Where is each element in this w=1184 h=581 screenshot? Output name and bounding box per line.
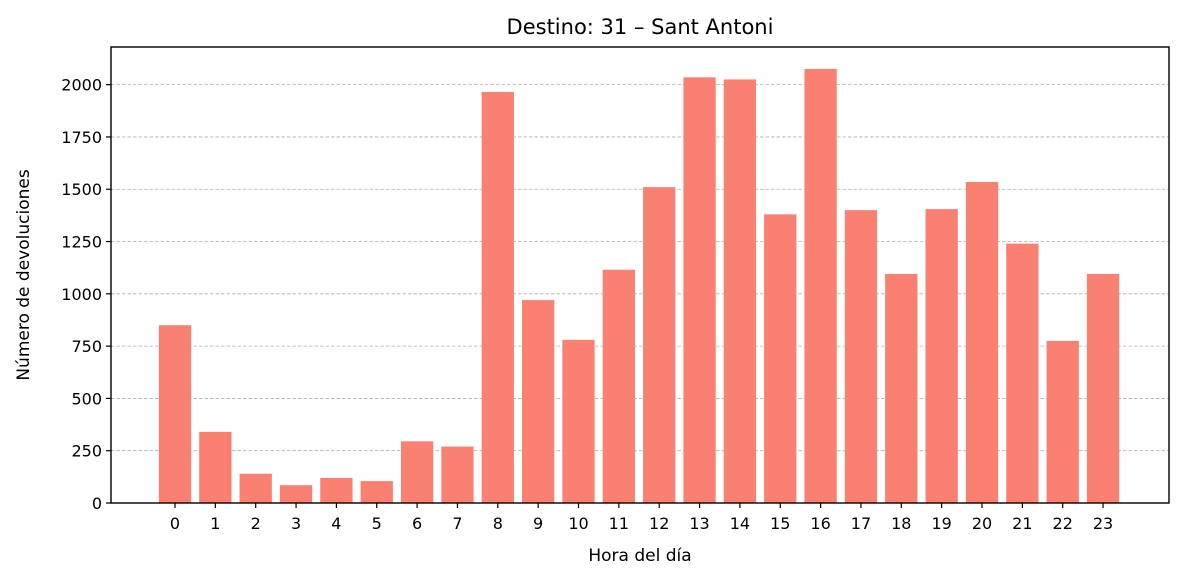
x-tick-label: 16 bbox=[810, 514, 830, 533]
y-axis-label: Número de devoluciones bbox=[14, 169, 34, 380]
y-tick-label: 2000 bbox=[61, 76, 102, 95]
x-tick-label: 19 bbox=[931, 514, 951, 533]
x-tick-label: 0 bbox=[170, 514, 180, 533]
y-tick-label: 1500 bbox=[61, 180, 102, 199]
y-axis-ticks: 0 250 500 750 1000 1250 1500 1750 2000 bbox=[61, 76, 111, 513]
x-tick-label: 18 bbox=[891, 514, 911, 533]
x-tick-label: 17 bbox=[851, 514, 871, 533]
bar-hour-16 bbox=[804, 68, 837, 503]
bar-hour-1 bbox=[199, 431, 232, 503]
x-axis-label: Hora del día bbox=[588, 546, 691, 566]
y-tick-label: 0 bbox=[92, 494, 102, 513]
bar-hour-9 bbox=[522, 300, 555, 503]
bar-hour-17 bbox=[844, 210, 878, 504]
bar-hour-12 bbox=[643, 187, 676, 503]
y-tick-label: 1750 bbox=[61, 128, 102, 147]
bar-hour-23 bbox=[1086, 273, 1120, 503]
bar-hour-21 bbox=[1006, 243, 1039, 504]
bar-hour-2 bbox=[239, 473, 272, 503]
x-tick-label: 3 bbox=[291, 514, 301, 533]
bar-hour-5 bbox=[360, 481, 393, 503]
y-tick-label: 250 bbox=[71, 442, 102, 461]
x-tick-label: 22 bbox=[1053, 514, 1073, 533]
bar-hour-22 bbox=[1046, 340, 1079, 503]
bar-hour-14 bbox=[723, 79, 757, 503]
x-tick-label: 1 bbox=[210, 514, 220, 533]
bar-hour-15 bbox=[764, 214, 797, 503]
bars bbox=[158, 68, 1120, 504]
x-tick-label: 5 bbox=[372, 514, 382, 533]
x-tick-label: 20 bbox=[972, 514, 992, 533]
x-tick-label: 9 bbox=[533, 514, 543, 533]
bar-hour-6 bbox=[400, 441, 434, 503]
grid-lines bbox=[111, 84, 1169, 452]
x-axis-ticks: 0 1 2 3 4 5 6 7 8 9 10 11 12 13 14 15 16 17 18 19 20 21 22 23 bbox=[170, 503, 1113, 533]
y-tick-label: 1000 bbox=[61, 285, 102, 304]
x-tick-label: 6 bbox=[412, 514, 422, 533]
x-tick-label: 11 bbox=[609, 514, 629, 533]
bar-hour-7 bbox=[441, 446, 474, 503]
bar-hour-19 bbox=[925, 209, 958, 503]
x-tick-label: 21 bbox=[1012, 514, 1032, 533]
y-tick-label: 500 bbox=[71, 389, 102, 408]
bar-hour-3 bbox=[279, 485, 313, 503]
y-tick-label: 1250 bbox=[61, 233, 102, 252]
bar-hour-4 bbox=[320, 477, 353, 503]
bar-hour-18 bbox=[885, 273, 918, 503]
x-tick-label: 14 bbox=[730, 514, 750, 533]
bar-hour-0 bbox=[158, 325, 192, 503]
x-tick-label: 23 bbox=[1093, 514, 1113, 533]
bar-hour-11 bbox=[602, 269, 635, 503]
x-tick-label: 2 bbox=[251, 514, 261, 533]
bar-hour-13 bbox=[683, 77, 716, 504]
x-tick-label: 10 bbox=[568, 514, 588, 533]
x-tick-label: 12 bbox=[649, 514, 669, 533]
plot-frame bbox=[110, 46, 1170, 504]
y-tick-label: 750 bbox=[71, 337, 102, 356]
x-tick-label: 13 bbox=[689, 514, 709, 533]
bar-hour-8 bbox=[481, 91, 514, 504]
x-tick-label: 4 bbox=[331, 514, 341, 533]
chart-title: Destino: 31 – Sant Antoni bbox=[507, 15, 774, 39]
x-tick-label: 7 bbox=[452, 514, 462, 533]
x-tick-label: 15 bbox=[770, 514, 790, 533]
bar-hour-10 bbox=[562, 339, 595, 503]
x-tick-label: 8 bbox=[493, 514, 503, 533]
bar-hour-20 bbox=[965, 181, 999, 504]
